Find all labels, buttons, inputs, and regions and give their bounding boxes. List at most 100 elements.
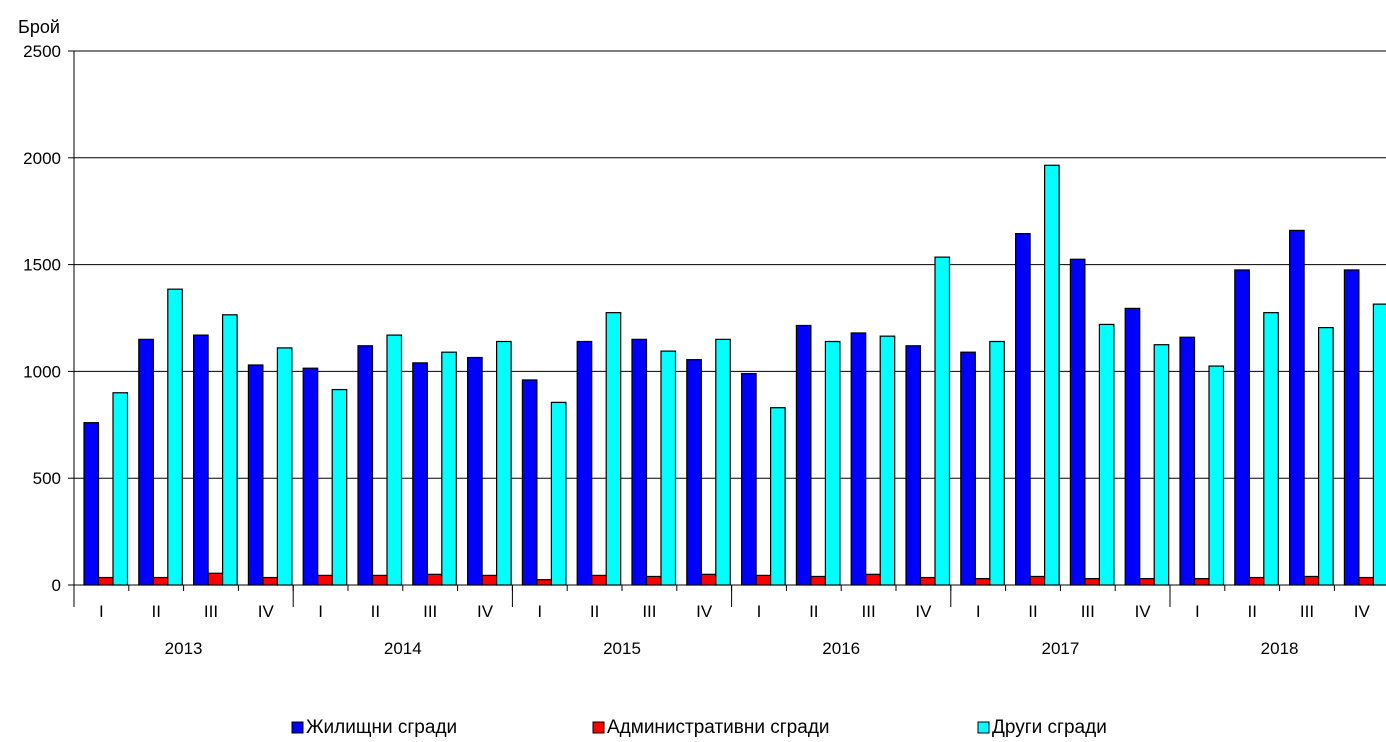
x-tick-label-quarter: I (976, 602, 981, 621)
bar-series-1 (1069, 258, 1086, 586)
bar-series-2 (1139, 577, 1155, 586)
bar-series-2 (810, 575, 827, 586)
y-axis-label: Брой (18, 17, 60, 37)
x-tick-label-quarter: II (371, 602, 380, 621)
bar-series-2 (1358, 576, 1375, 586)
bar-series-1 (412, 362, 428, 586)
x-tick-label-quarter: I (537, 602, 542, 621)
bar-series-1 (795, 324, 812, 586)
bar-series-2 (536, 579, 553, 586)
x-tick-label-year: 2018 (1261, 639, 1299, 658)
bar-series-3 (276, 347, 293, 586)
bar-series-1 (357, 345, 374, 586)
y-tick-label: 0 (52, 576, 61, 595)
bar-series-1 (1343, 269, 1360, 586)
bar-series-3 (1263, 312, 1279, 586)
bar-series-1 (1288, 229, 1305, 586)
bar-series-3 (660, 350, 677, 586)
bar-series-3 (441, 351, 457, 586)
bar-series-2 (755, 574, 772, 586)
bar-series-1 (1014, 233, 1031, 586)
bar-series-3 (222, 314, 238, 586)
bar-series-2 (974, 577, 991, 586)
bar-series-2 (700, 573, 717, 586)
legend-label-2: Административни сгради (607, 717, 830, 738)
bar-series-1 (686, 359, 702, 586)
bar-series-3 (1153, 344, 1170, 586)
bar-series-3 (824, 340, 841, 586)
bar-series-2 (865, 573, 881, 586)
bar-series-3 (989, 340, 1005, 586)
bar-series-3 (331, 388, 348, 586)
legend-label-1: Жилищни сгради (306, 717, 457, 738)
bar-series-1 (193, 334, 209, 586)
bar-series-2 (1029, 575, 1046, 586)
x-tick-label-quarter: III (204, 602, 218, 621)
x-tick-label-quarter: IV (1135, 602, 1152, 621)
x-tick-label-quarter: IV (477, 602, 494, 621)
x-tick-label-year: 2013 (165, 639, 203, 658)
bar-series-2 (919, 576, 936, 586)
x-tick-label-quarter: I (1195, 602, 1200, 621)
bar-series-1 (1234, 269, 1250, 586)
bar-series-1 (1179, 336, 1196, 586)
bar-series-2 (645, 575, 662, 586)
bar-series-1 (740, 372, 757, 586)
x-tick-label-quarter: IV (696, 602, 713, 621)
y-tick-label: 500 (33, 469, 61, 488)
bar-series-3 (167, 288, 183, 586)
bar-series-2 (97, 576, 114, 586)
legend: Жилищни сгради Административни сгради Друг… (291, 717, 1107, 738)
bar-series-2 (1193, 577, 1210, 586)
y-tick-label: 1000 (23, 362, 61, 381)
x-tick-label-year: 2016 (822, 639, 860, 658)
bar-series-2 (317, 574, 333, 586)
bar-series-3 (1317, 327, 1334, 586)
x-tick-label-quarter: I (757, 602, 762, 621)
bar-series-1 (1124, 307, 1141, 586)
bar-series-3 (934, 256, 951, 586)
bar-series-1 (138, 338, 154, 586)
bar-series-1 (905, 345, 922, 586)
x-tick-label-quarter: III (423, 602, 437, 621)
bar-series-3 (879, 335, 896, 586)
legend-swatch-2 (592, 721, 605, 734)
bar-series-1 (960, 351, 976, 586)
x-tick-label-quarter: II (590, 602, 599, 621)
bar-series-1 (631, 338, 648, 586)
y-tick-labels: 0 500 1000 1500 2000 2500 (23, 42, 61, 595)
bar-series-1 (521, 379, 538, 586)
bar-series-2 (1084, 577, 1101, 586)
x-tick-label-quarter: II (151, 602, 160, 621)
bar-series-1 (576, 340, 593, 586)
bar-series-3 (1208, 365, 1225, 586)
x-tick-label-quarter: III (642, 602, 656, 621)
bar-series-2 (1303, 575, 1320, 586)
bar-series-2 (371, 574, 388, 586)
x-tick-label-year: 2017 (1041, 639, 1079, 658)
x-tick-label-quarter: II (809, 602, 818, 621)
x-tick-label-quarter: III (862, 602, 876, 621)
bar-series-2 (262, 576, 278, 586)
x-tick-label-quarter: I (318, 602, 323, 621)
x-tick-label-quarter: IV (1354, 602, 1371, 621)
bar-series-3 (769, 407, 786, 586)
x-tick-label-year: 2015 (603, 639, 641, 658)
x-tick-label-quarter: III (1300, 602, 1314, 621)
bar-series-1 (247, 364, 264, 586)
bar-series-3 (715, 338, 731, 586)
bar-series-2 (426, 573, 443, 586)
bar-series-3 (1043, 164, 1060, 586)
x-tick-label-quarter: II (1247, 602, 1256, 621)
bar-series-1 (467, 356, 483, 586)
bar-series-3 (1098, 323, 1115, 586)
x-tick-labels: I II III IV I II III IV I II III IV I II III IV I II III IV… (99, 602, 1370, 658)
bar-series-2 (591, 574, 607, 586)
bar-series-3 (1372, 303, 1386, 586)
bar-series-3 (605, 312, 622, 586)
legend-label-3: Други сгради (992, 717, 1107, 738)
y-tick-label: 1500 (23, 256, 61, 275)
bar-series-2 (481, 574, 498, 586)
x-tick-label-quarter: III (1081, 602, 1095, 621)
